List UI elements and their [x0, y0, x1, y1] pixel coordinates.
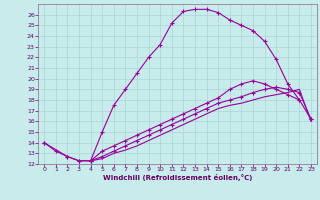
X-axis label: Windchill (Refroidissement éolien,°C): Windchill (Refroidissement éolien,°C) — [103, 174, 252, 181]
